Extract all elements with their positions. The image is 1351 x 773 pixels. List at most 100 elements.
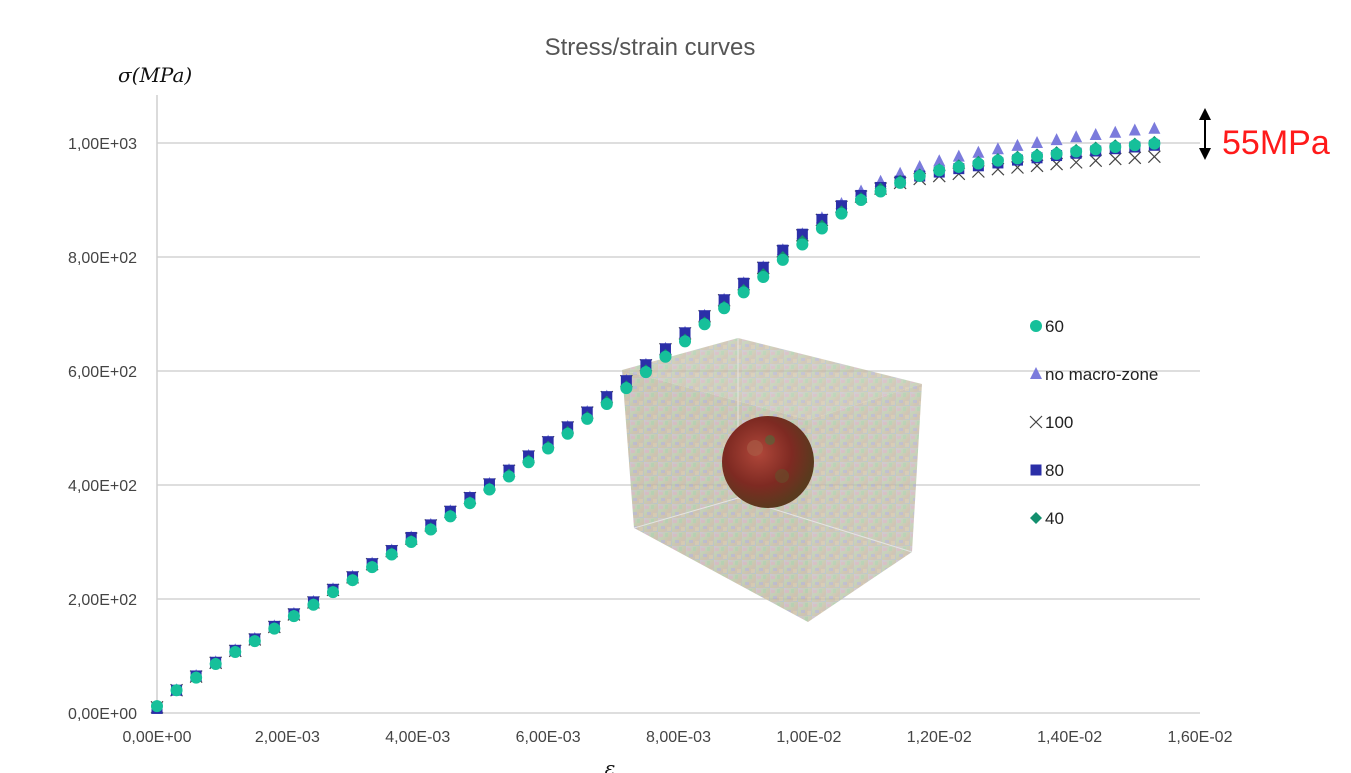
data-point — [699, 310, 711, 322]
data-point — [1050, 133, 1063, 146]
data-point — [229, 646, 242, 659]
x-tick-label: 6,00E-03 — [516, 729, 581, 746]
legend-label: 40 — [1045, 509, 1064, 528]
data-point — [776, 253, 789, 266]
legend-item: no macro-zone — [1030, 365, 1158, 384]
data-point — [346, 574, 359, 587]
legend-item: 40 — [1030, 509, 1064, 528]
y-tick-label: 6,00E+02 — [68, 364, 137, 381]
data-point — [600, 398, 613, 411]
microstructure-inset-image — [622, 338, 922, 622]
data-point — [1011, 152, 1024, 165]
data-point — [463, 497, 476, 510]
x-tick-label: 2,00E-03 — [255, 729, 320, 746]
y-tick-label: 4,00E+02 — [68, 478, 137, 495]
data-point — [1128, 139, 1141, 152]
chart-title: Stress/strain curves — [545, 34, 756, 61]
y-tick-label: 8,00E+02 — [68, 250, 137, 267]
data-point — [581, 412, 594, 425]
data-point — [874, 185, 887, 198]
legend-marker — [1029, 415, 1043, 429]
x-tick-label: 0,00E+00 — [123, 729, 192, 746]
data-point — [561, 427, 574, 440]
data-point — [1109, 125, 1122, 138]
data-point — [952, 149, 965, 162]
x-tick-labels: 0,00E+00 2,00E-03 4,00E-03 6,00E-03 8,00E-03… — [123, 729, 1233, 746]
legend-label: 80 — [1045, 461, 1064, 480]
data-point — [1108, 152, 1122, 166]
data-point — [737, 286, 750, 299]
x-tick-label: 1,60E-02 — [1168, 729, 1233, 746]
y-tick-label: 2,00E+02 — [68, 592, 137, 609]
data-point — [1147, 150, 1161, 164]
legend: 60 no macro-zone 100 80 40 — [1029, 317, 1158, 528]
data-point — [777, 244, 789, 256]
data-point — [366, 561, 379, 574]
legend-label: no macro-zone — [1045, 365, 1158, 384]
data-series — [150, 121, 1161, 714]
x-tick-label: 1,00E-02 — [776, 729, 841, 746]
data-point — [796, 228, 808, 240]
data-point — [972, 145, 985, 158]
legend-marker — [1030, 464, 1042, 476]
data-point — [698, 318, 711, 331]
data-point — [1050, 147, 1063, 160]
y-tick-label: 1,00E+03 — [68, 136, 137, 153]
data-point — [542, 442, 555, 455]
data-point — [1128, 123, 1141, 136]
data-point — [913, 170, 926, 183]
data-point — [170, 684, 183, 697]
data-point — [913, 159, 926, 172]
data-point — [816, 213, 828, 225]
data-point — [991, 154, 1004, 167]
data-point — [952, 160, 965, 173]
y-tick-label: 0,00E+00 — [68, 706, 137, 723]
data-point — [679, 335, 692, 348]
data-point — [248, 635, 261, 648]
series-60 — [151, 137, 1161, 713]
data-point — [1070, 145, 1083, 158]
data-point — [1109, 140, 1122, 153]
data-point — [307, 598, 320, 611]
data-point — [659, 343, 671, 355]
data-point — [385, 548, 398, 561]
data-point — [679, 327, 691, 339]
data-point — [757, 270, 770, 283]
data-point — [268, 622, 281, 635]
y-axis-label: σ(MPa) — [118, 63, 192, 87]
data-point — [933, 164, 946, 177]
data-point — [639, 366, 652, 379]
data-point — [1070, 130, 1083, 143]
data-point — [1148, 121, 1161, 134]
data-point — [1089, 143, 1102, 156]
data-point — [1148, 137, 1161, 150]
data-point — [151, 700, 163, 713]
data-point — [718, 302, 731, 315]
data-point — [972, 157, 985, 170]
x-tick-label: 1,40E-02 — [1037, 729, 1102, 746]
data-point — [209, 657, 222, 670]
data-point — [933, 154, 946, 167]
data-point — [835, 207, 848, 220]
data-point — [327, 586, 340, 599]
data-point — [444, 510, 457, 523]
data-point — [1031, 150, 1044, 163]
legend-marker — [1030, 512, 1042, 524]
legend-label: 100 — [1045, 413, 1073, 432]
range-annotation: 55MPa — [1199, 108, 1330, 162]
macro-zone-sphere — [722, 416, 814, 508]
data-point — [1011, 138, 1024, 151]
legend-marker — [1030, 367, 1042, 379]
data-point — [659, 350, 672, 363]
data-point — [738, 277, 750, 289]
data-point — [718, 294, 730, 306]
x-tick-label: 4,00E-03 — [385, 729, 450, 746]
data-point — [190, 671, 203, 684]
data-point — [796, 238, 809, 251]
range-annotation-label: 55MPa — [1222, 124, 1330, 162]
data-point — [1031, 136, 1044, 148]
data-point — [287, 610, 300, 623]
data-point — [503, 470, 516, 483]
legend-item: 100 — [1029, 413, 1073, 432]
